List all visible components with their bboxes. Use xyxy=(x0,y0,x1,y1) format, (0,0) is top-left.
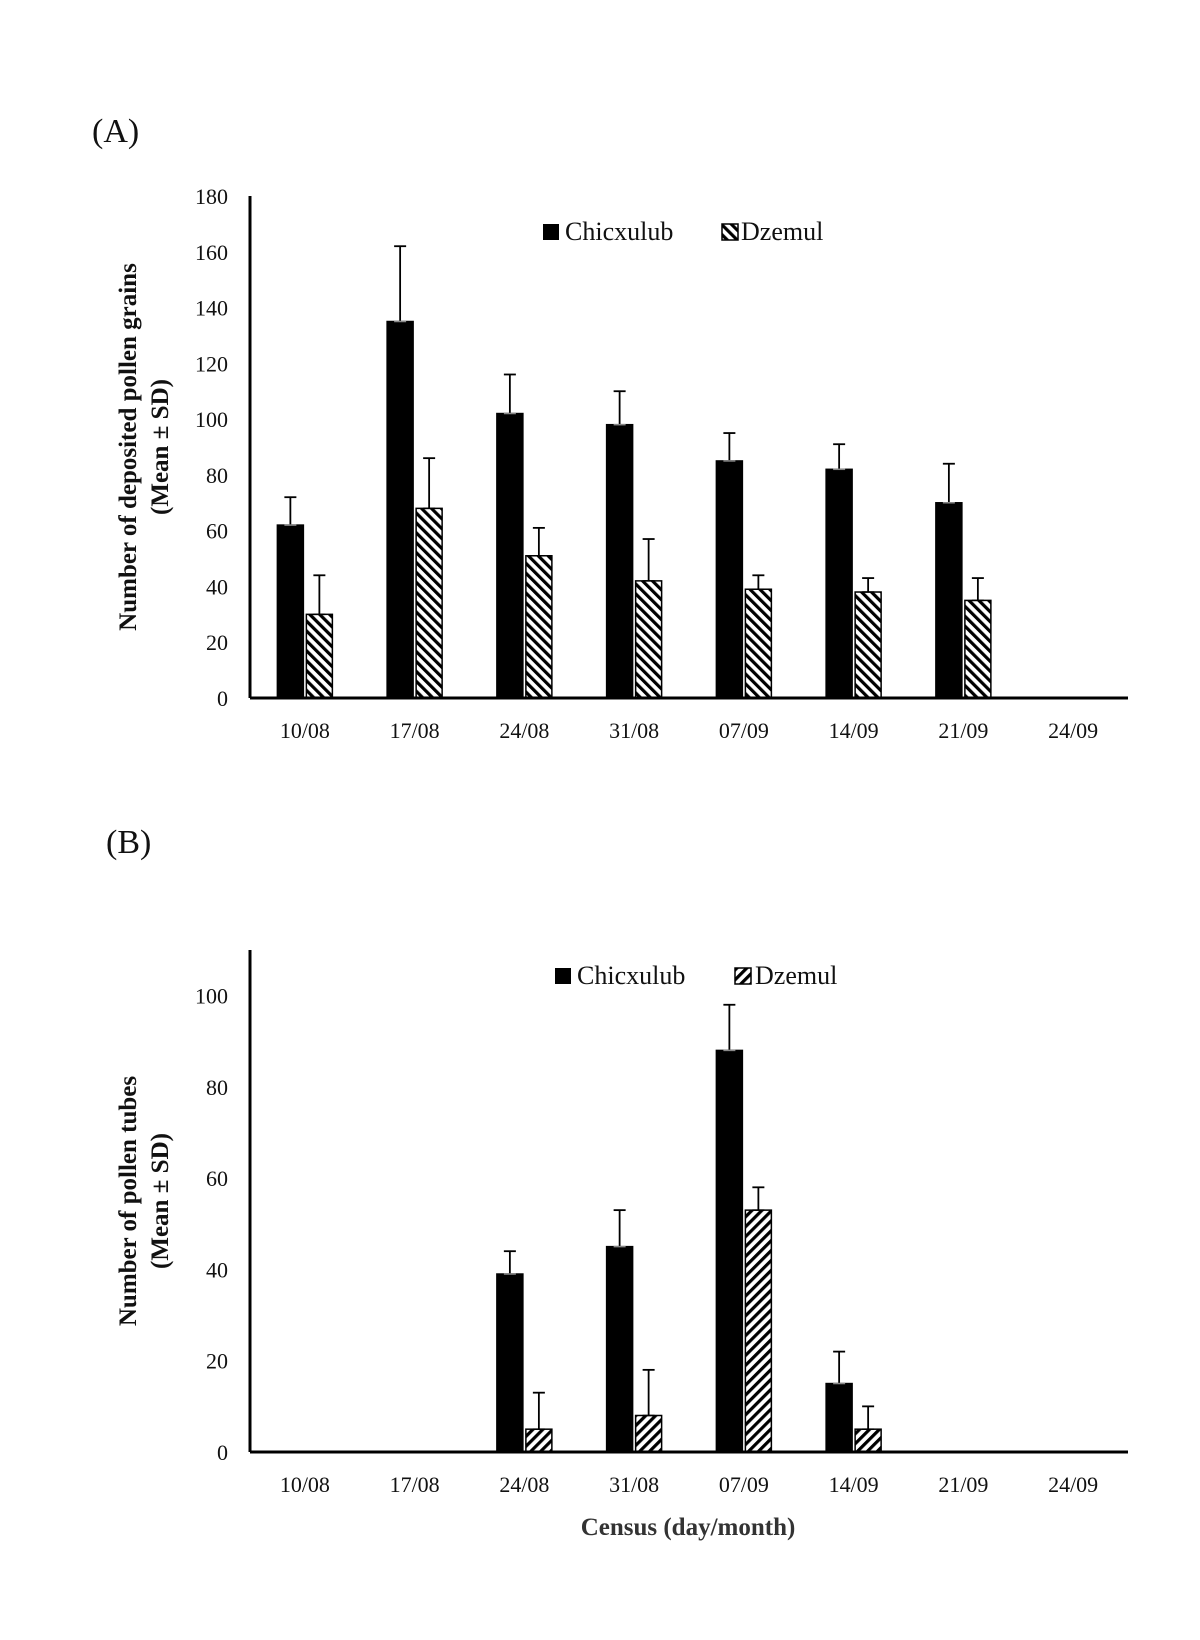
bar-chicxulub-14-09 xyxy=(825,1382,853,1453)
panel-a-x-tick-label: 21/09 xyxy=(938,718,988,743)
bar-dzemul-31-08 xyxy=(634,580,663,699)
panel-a-x-tick-label: 07/09 xyxy=(719,718,769,743)
legend-label-dzemul: Dzemul xyxy=(755,961,837,990)
bar-chicxulub-24-08 xyxy=(496,412,524,699)
panel-a-y-tick-label: 20 xyxy=(206,630,228,655)
panel-b-y-tick-label: 20 xyxy=(206,1349,228,1374)
panel-a-x-tick-label: 24/09 xyxy=(1048,718,1098,743)
legend-swatch-dzemul xyxy=(734,967,752,985)
bar-dzemul-24-08 xyxy=(525,555,553,699)
bar-dzemul-24-08 xyxy=(525,1428,553,1453)
panel-a-y-title-line2: (Mean ± SD) xyxy=(147,379,174,515)
panel-b-y-tick-label: 60 xyxy=(206,1166,228,1191)
legend-swatch-dzemul xyxy=(721,223,739,241)
panel-a-y-tick-label: 80 xyxy=(206,463,228,488)
panel-b-x-title: Census (day/month) xyxy=(581,1514,796,1541)
bar-chicxulub-24-08 xyxy=(496,1273,524,1453)
bar-chicxulub-14-09 xyxy=(825,468,853,699)
panel-b-x-tick-label: 17/08 xyxy=(390,1472,440,1497)
panel-b-x-tick-label: 21/09 xyxy=(938,1472,988,1497)
panel-a-y-tick-label: 160 xyxy=(195,240,228,265)
panel-a-x-tick-label: 24/08 xyxy=(499,718,549,743)
bar-dzemul-17-08 xyxy=(415,507,443,699)
legend-label-chicxulub: Chicxulub xyxy=(577,961,685,990)
legend-label-dzemul: Dzemul xyxy=(741,217,823,246)
panel-b-label: (B) xyxy=(106,824,151,861)
panel-b-y-title-line1: Number of pollen tubes xyxy=(115,1076,142,1327)
bar-chicxulub-21-09 xyxy=(935,502,963,699)
panel-a-y-tick-label: 100 xyxy=(195,407,228,432)
legend-swatch-chicxulub xyxy=(543,224,559,240)
bar-dzemul-21-09 xyxy=(964,599,992,699)
bar-chicxulub-07-09 xyxy=(715,460,744,699)
bar-dzemul-14-09 xyxy=(854,1428,882,1453)
panel-a-y-tick-label: 120 xyxy=(195,351,228,376)
bar-chicxulub-17-08 xyxy=(386,320,414,699)
panel-a-label: (A) xyxy=(92,113,139,150)
panel-b-y-tick-label: 0 xyxy=(217,1440,228,1465)
legend-label-chicxulub: Chicxulub xyxy=(565,217,673,246)
panel-a-y-tick-label: 60 xyxy=(206,519,228,544)
bar-chicxulub-07-09 xyxy=(715,1049,744,1453)
panel-a-x-tick-label: 31/08 xyxy=(609,718,659,743)
panel-a-y-tick-label: 140 xyxy=(195,296,228,321)
panel-b-y-tick-label: 100 xyxy=(195,984,228,1009)
panel-b-x-tick-label: 24/09 xyxy=(1048,1472,1098,1497)
panel-b-y-tick-label: 40 xyxy=(206,1257,228,1282)
panel-a-y-title-line1: Number of deposited pollen grains xyxy=(115,263,142,631)
panel-b-x-tick-label: 14/09 xyxy=(829,1472,879,1497)
panel-b-chart: (B) 0 20 40 60 80 100 10/08 17/08 24/08 31/08 07/… xyxy=(106,824,1128,1541)
panel-b-x-tick-label: 07/09 xyxy=(719,1472,769,1497)
panel-b-x-tick-label: 10/08 xyxy=(280,1472,330,1497)
panel-b-x-tick-label: 24/08 xyxy=(499,1472,549,1497)
panel-a-x-tick-label: 14/09 xyxy=(829,718,879,743)
bar-chicxulub-31-08 xyxy=(605,1245,634,1453)
panel-a-chart: (A) 0 20 40 60 80 100 120 140 160 180 10/08 17/08 2… xyxy=(92,113,1128,743)
panel-b-y-title-line2: (Mean ± SD) xyxy=(147,1133,174,1269)
bar-dzemul-07-09 xyxy=(744,588,773,699)
bar-chicxulub-31-08 xyxy=(605,423,634,699)
legend-swatch-chicxulub xyxy=(555,968,571,984)
bar-dzemul-10-08 xyxy=(305,613,334,699)
bar-dzemul-07-09 xyxy=(744,1209,773,1453)
panel-a-x-tick-label: 17/08 xyxy=(390,718,440,743)
panel-a-y-tick-label: 0 xyxy=(217,686,228,711)
panel-a-y-tick-label: 40 xyxy=(206,574,228,599)
panel-b-x-tick-label: 31/08 xyxy=(609,1472,659,1497)
panel-a-x-tick-label: 10/08 xyxy=(280,718,330,743)
bar-dzemul-31-08 xyxy=(634,1414,663,1453)
panel-a-legend: Chicxulub Dzemul xyxy=(543,217,823,246)
bar-chicxulub-10-08 xyxy=(276,524,305,699)
bar-dzemul-14-09 xyxy=(854,591,882,699)
panel-a-y-tick-label: 180 xyxy=(195,184,228,209)
panel-b-legend: Chicxulub Dzemul xyxy=(555,961,837,990)
panel-b-y-tick-label: 80 xyxy=(206,1075,228,1100)
